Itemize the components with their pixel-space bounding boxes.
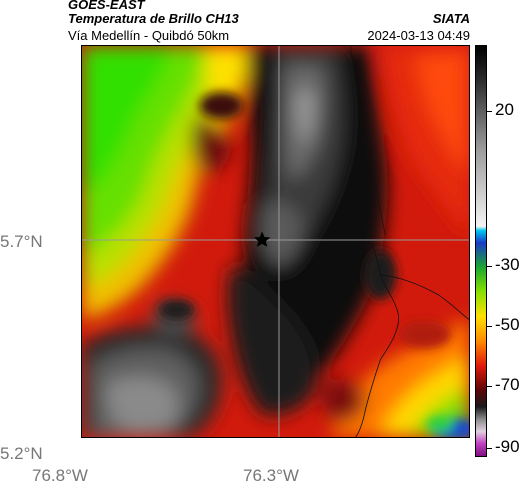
border-line (355, 229, 399, 437)
latitude-label-lower: 5.2°N (0, 444, 43, 463)
colorbar-label-20: 20 (495, 100, 514, 119)
colorbar-label-minus90: -90 (495, 437, 520, 456)
colorbar-label-minus50: -50 (495, 315, 520, 334)
organization-label: SIATA (432, 11, 470, 26)
longitude-label-left: 76.8°W (32, 466, 88, 485)
longitude-label-center: 76.3°W (243, 466, 299, 485)
satellite-map[interactable] (81, 45, 470, 438)
brightness-temperature-field (82, 46, 469, 437)
timestamp-label: 2024-03-13 04:49 (367, 28, 470, 43)
latitude-label-upper: 5.7°N (0, 232, 43, 251)
star-icon (253, 231, 271, 247)
colorbar-tick (487, 386, 492, 387)
colorbar-tick (487, 266, 492, 267)
temperature-colorbar (475, 45, 487, 457)
river-line (350, 46, 386, 236)
product-title: Temperatura de Brillo CH13 (68, 11, 239, 26)
colorbar-label-minus30: -30 (495, 255, 520, 274)
colorbar-tick (487, 326, 492, 327)
border-line (380, 274, 469, 320)
region-subtitle: Vía Medellín - Quibdó 50km (68, 28, 230, 43)
satellite-title: GOES-EAST (68, 0, 145, 12)
colorbar-tick (487, 448, 492, 449)
colorbar-label-minus70: -70 (495, 375, 520, 394)
colorbar-tick (487, 111, 492, 112)
